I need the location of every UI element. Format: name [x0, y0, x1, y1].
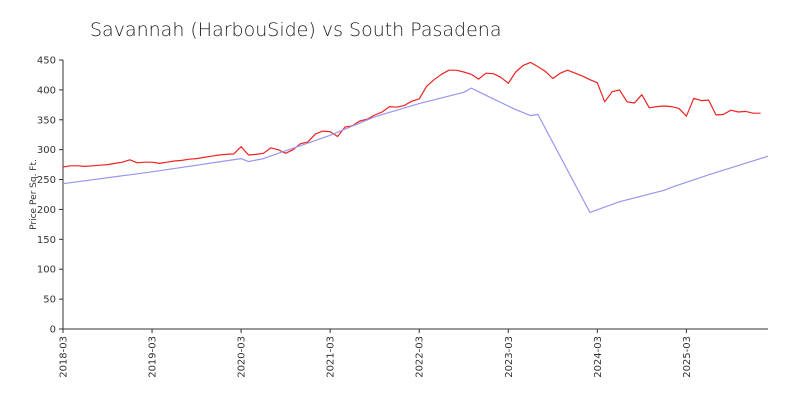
- x-axis: 2018-03 2019-03 2020-03 2021-03 2022-03 2023-…: [59, 328, 768, 378]
- x-tick-label: 2021-03: [326, 336, 337, 378]
- x-tick-label: 2019-03: [148, 336, 159, 378]
- y-tick-label: 400: [37, 85, 56, 96]
- series-lines: [62, 61, 769, 213]
- x-tick-label: 2022-03: [415, 336, 426, 378]
- y-tick-label: 50: [43, 295, 56, 306]
- x-tick-label: 2024-03: [593, 336, 604, 378]
- y-tick-label: 300: [37, 145, 56, 156]
- x-tick-label: 2018-03: [59, 336, 70, 378]
- x-tick-label: 2020-03: [237, 336, 248, 378]
- y-tick-label: 250: [37, 175, 56, 186]
- x-tick-label: 2025-03: [682, 336, 693, 378]
- series-line-2: [62, 87, 769, 213]
- series-line-1: [62, 61, 761, 168]
- y-tick-label: 150: [37, 235, 56, 246]
- y-tick-label: 200: [37, 205, 56, 216]
- y-axis-title: Price Per Sq. Ft.: [29, 159, 39, 230]
- y-tick-label: 0: [50, 325, 56, 336]
- x-tick-label: 2023-03: [504, 336, 515, 378]
- y-tick-label: 100: [37, 265, 56, 276]
- y-tick-label: 450: [37, 56, 56, 67]
- y-axis: 0 50 100 150 200 250 300 350 400 450 Price Per Sq.…: [29, 56, 64, 336]
- y-tick-label: 350: [37, 115, 56, 126]
- chart-title: Savannah (HarbouSide) vs South Pasadena: [90, 19, 502, 41]
